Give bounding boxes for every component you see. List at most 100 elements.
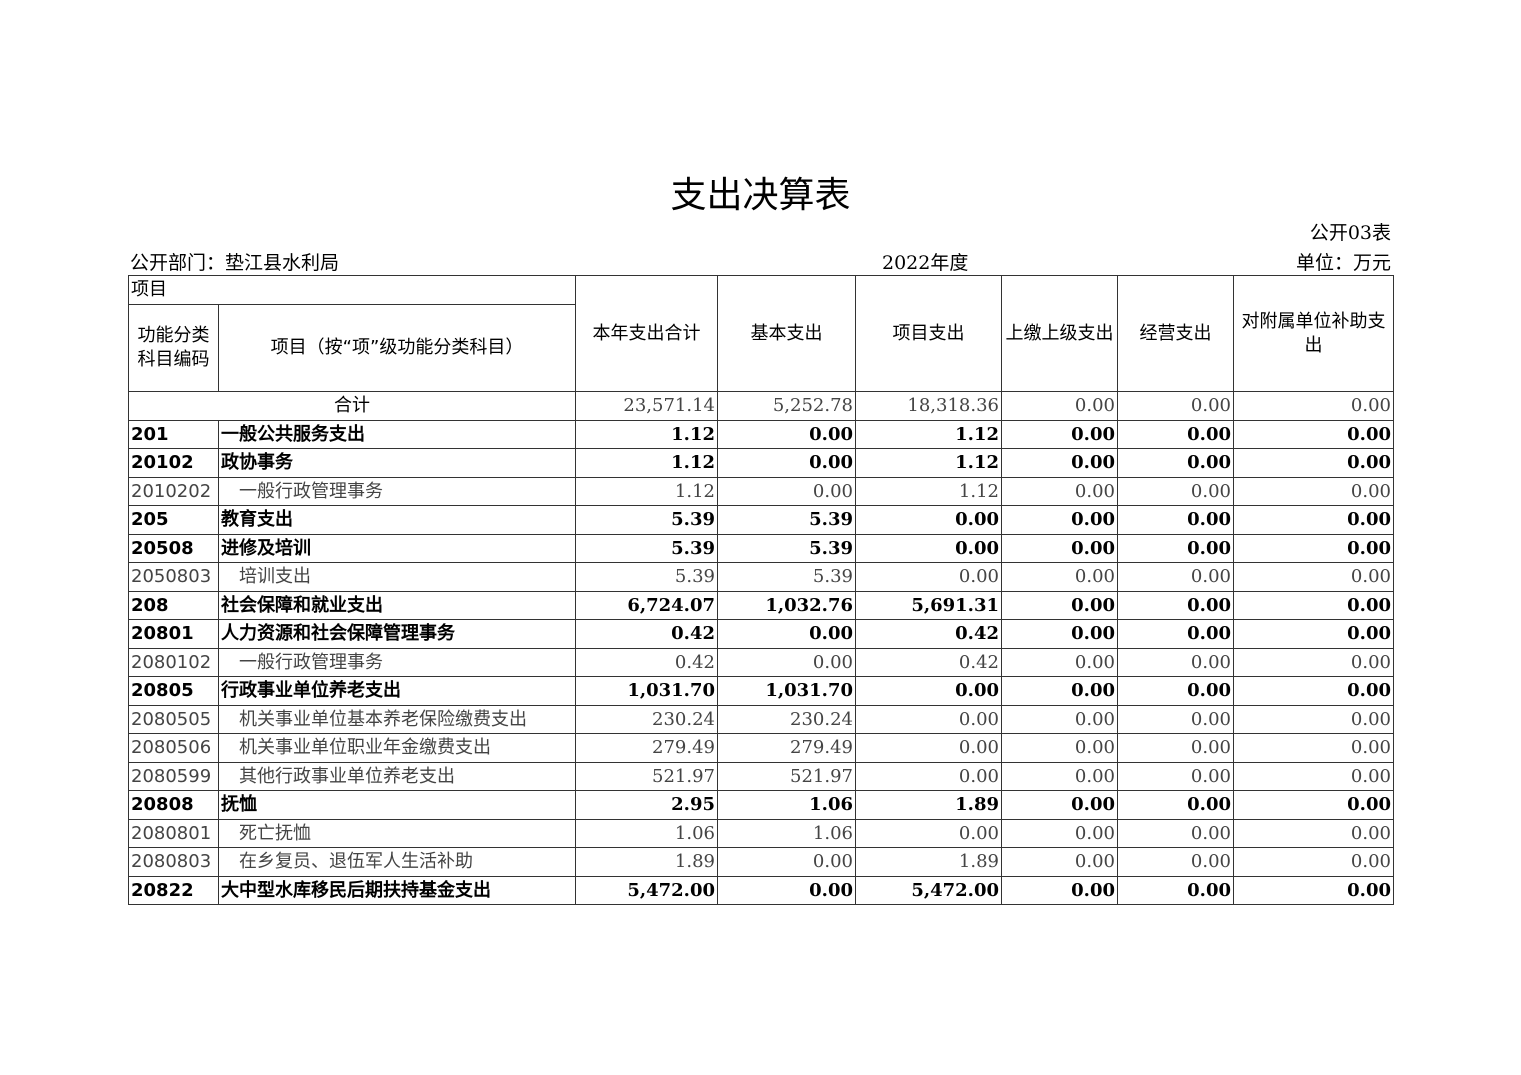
row-value: 0.00: [1233, 847, 1394, 877]
row-value: 0.00: [1001, 448, 1118, 478]
table-row: 208 社会保障和就业支出 6,724.07 1,032.76 5,691.31 0.00…: [128, 590, 1394, 620]
row-code: 2010202: [128, 476, 219, 506]
row-value: 1.06: [717, 818, 856, 848]
row-value: 5.39: [575, 505, 718, 535]
row-value: 0.00: [855, 761, 1002, 791]
expenditure-table: 项目 本年支出合计 基本支出 项目支出 上缴上级支出 经营支出 对附属单位补助支…: [128, 275, 1394, 905]
header-subsidy: 对附属单位补助支出: [1233, 275, 1394, 392]
row-value: 1,031.70: [717, 676, 856, 706]
row-value: 0.00: [1001, 647, 1118, 677]
row-value: 1.12: [575, 448, 718, 478]
row-name: 在乡复员、退伍军人生活补助: [218, 847, 576, 877]
total-value: 18,318.36: [855, 391, 1002, 421]
row-value: 0.00: [1001, 562, 1118, 592]
row-value: 0.00: [1117, 448, 1234, 478]
row-value: 279.49: [575, 733, 718, 763]
row-value: 2.95: [575, 790, 718, 820]
row-value: 0.00: [1233, 619, 1394, 649]
row-name: 大中型水库移民后期扶持基金支出: [218, 875, 576, 905]
row-value: 0.00: [1233, 790, 1394, 820]
department: 公开部门：垫江县水利局: [130, 252, 340, 274]
row-value: 0.00: [1001, 676, 1118, 706]
row-value: 0.00: [1233, 419, 1394, 449]
row-value: 0.00: [855, 676, 1002, 706]
row-value: 0.00: [717, 448, 856, 478]
header-project: 项目支出: [855, 275, 1002, 392]
row-name: 政协事务: [218, 448, 576, 478]
row-code: 2080801: [128, 818, 219, 848]
row-name: 机关事业单位基本养老保险缴费支出: [218, 704, 576, 734]
row-value: 5.39: [575, 562, 718, 592]
row-value: 0.00: [1001, 704, 1118, 734]
table-row: 201 一般公共服务支出 1.12 0.00 1.12 0.00 0.00 0.00: [128, 419, 1394, 449]
row-value: 0.00: [1117, 419, 1234, 449]
row-name: 培训支出: [218, 562, 576, 592]
row-value: 0.00: [1233, 647, 1394, 677]
row-value: 0.00: [1001, 790, 1118, 820]
row-value: 5.39: [717, 533, 856, 563]
row-value: 0.00: [1117, 676, 1234, 706]
row-value: 0.00: [1117, 704, 1234, 734]
row-value: 0.00: [855, 562, 1002, 592]
row-value: 1.89: [855, 847, 1002, 877]
total-label: 合计: [128, 391, 576, 421]
table-row: 2050803 培训支出 5.39 5.39 0.00 0.00 0.00 0.00: [128, 562, 1394, 592]
row-value: 0.00: [1001, 733, 1118, 763]
total-value: 23,571.14: [575, 391, 718, 421]
row-value: 0.00: [1233, 533, 1394, 563]
row-value: 0.00: [1001, 505, 1118, 535]
row-name: 人力资源和社会保障管理事务: [218, 619, 576, 649]
row-value: 0.00: [717, 875, 856, 905]
row-value: 0.00: [1001, 590, 1118, 620]
table-row: 2080599 其他行政事业单位养老支出 521.97 521.97 0.00 0.00 0…: [128, 761, 1394, 791]
row-value: 0.00: [1001, 533, 1118, 563]
row-code: 20808: [128, 790, 219, 820]
row-name: 行政事业单位养老支出: [218, 676, 576, 706]
year: 2022年度: [882, 252, 969, 274]
row-value: 0.00: [1001, 619, 1118, 649]
row-value: 1.12: [855, 476, 1002, 506]
row-value: 0.00: [1117, 533, 1234, 563]
row-value: 0.42: [575, 647, 718, 677]
row-value: 0.00: [1117, 818, 1234, 848]
row-value: 0.00: [1233, 590, 1394, 620]
row-value: 0.00: [1117, 647, 1234, 677]
row-value: 0.00: [1117, 619, 1234, 649]
row-value: 1.12: [855, 448, 1002, 478]
row-code: 20805: [128, 676, 219, 706]
row-value: 0.00: [717, 476, 856, 506]
row-value: 5,472.00: [575, 875, 718, 905]
row-value: 0.00: [717, 619, 856, 649]
header-business: 经营支出: [1117, 275, 1234, 392]
table-row: 20508 进修及培训 5.39 5.39 0.00 0.00 0.00 0.00: [128, 533, 1394, 563]
row-value: 0.00: [855, 533, 1002, 563]
row-code: 2080506: [128, 733, 219, 763]
row-value: 0.00: [1117, 590, 1234, 620]
row-value: 0.00: [1233, 476, 1394, 506]
row-code: 2050803: [128, 562, 219, 592]
row-name: 教育支出: [218, 505, 576, 535]
total-value: 0.00: [1117, 391, 1234, 421]
header-basic: 基本支出: [717, 275, 856, 392]
row-value: 0.42: [855, 647, 1002, 677]
row-value: 0.00: [855, 505, 1002, 535]
table-row: 2080506 机关事业单位职业年金缴费支出 279.49 279.49 0.00 0.0…: [128, 733, 1394, 763]
table-row: 2010202 一般行政管理事务 1.12 0.00 1.12 0.00 0.00 0.00: [128, 476, 1394, 506]
row-name: 机关事业单位职业年金缴费支出: [218, 733, 576, 763]
row-value: 0.00: [1233, 733, 1394, 763]
row-value: 0.00: [1001, 761, 1118, 791]
row-code: 20801: [128, 619, 219, 649]
table-row: 20808 抚恤 2.95 1.06 1.89 0.00 0.00 0.00: [128, 790, 1394, 820]
row-value: 0.00: [1001, 419, 1118, 449]
row-value: 0.00: [1117, 733, 1234, 763]
row-value: 0.00: [855, 733, 1002, 763]
row-name: 死亡抚恤: [218, 818, 576, 848]
table-row: 20102 政协事务 1.12 0.00 1.12 0.00 0.00 0.00: [128, 448, 1394, 478]
row-value: 0.00: [1233, 676, 1394, 706]
row-value: 5,472.00: [855, 875, 1002, 905]
row-value: 1.06: [575, 818, 718, 848]
total-value: 5,252.78: [717, 391, 856, 421]
row-value: 0.00: [1117, 847, 1234, 877]
row-value: 0.00: [1233, 875, 1394, 905]
row-value: 1.12: [575, 419, 718, 449]
